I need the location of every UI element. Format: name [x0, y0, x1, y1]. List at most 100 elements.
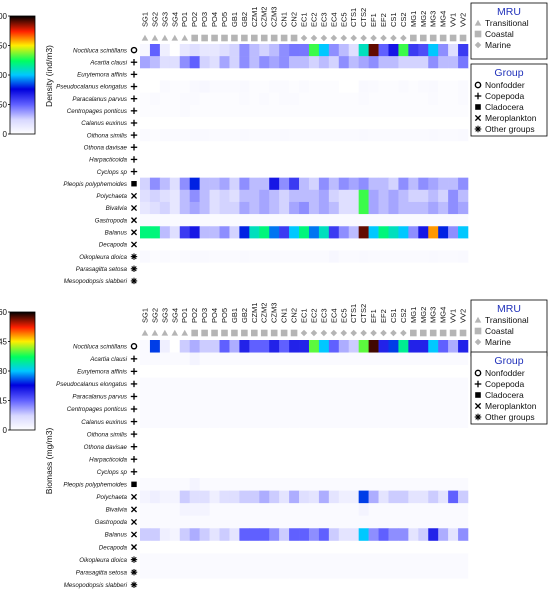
- heatmap-cell: [438, 189, 449, 203]
- group-marker: [130, 83, 138, 90]
- heatmap-cell: [448, 116, 459, 130]
- heatmap-cell: [438, 201, 449, 215]
- heatmap-cell: [279, 515, 290, 529]
- heatmap-cell: [249, 515, 260, 529]
- heatmap-cell: [169, 402, 181, 416]
- heatmap-cell: [279, 452, 290, 466]
- heatmap-cell: [328, 352, 340, 366]
- group-marker: [130, 506, 138, 513]
- heatmap-cell: [259, 44, 270, 57]
- heatmap-cell: [408, 427, 419, 441]
- group-legend-marker: [474, 402, 482, 410]
- heatmap-cell: [229, 189, 240, 203]
- heatmap-cell: [249, 153, 260, 166]
- heatmap-cell: [308, 226, 320, 239]
- heatmap-cell: [418, 201, 429, 215]
- heatmap-cell: [219, 553, 230, 567]
- heatmap-cell: [279, 490, 290, 504]
- heatmap-cell: [199, 465, 210, 479]
- heatmap-cell: [338, 528, 350, 542]
- heatmap-cell: [438, 250, 449, 263]
- heatmap-cell: [428, 80, 439, 93]
- heatmap-cell: [299, 503, 310, 516]
- group-legend-marker: [474, 92, 482, 100]
- heatmap-cell: [169, 377, 181, 391]
- heatmap-cell: [418, 340, 429, 353]
- heatmap-cell: [368, 415, 379, 429]
- heatmap-cell: [438, 515, 449, 529]
- heatmap-cell: [149, 503, 161, 516]
- heatmap-cell: [408, 377, 419, 391]
- heatmap-cell: [358, 340, 369, 353]
- heatmap-cell: [348, 503, 359, 516]
- heatmap-cell: [279, 116, 290, 130]
- heatmap-cell: [338, 440, 350, 454]
- heatmap-cell: [149, 56, 161, 69]
- site-label: PO5: [220, 12, 229, 27]
- heatmap-cell: [388, 427, 399, 441]
- heatmap-cell: [239, 104, 250, 118]
- heatmap-cell: [209, 141, 220, 154]
- heatmap-cell: [219, 68, 230, 81]
- heatmap-cell: [368, 365, 379, 378]
- heatmap-cell: [269, 503, 280, 516]
- heatmap-cell: [318, 274, 330, 288]
- mru-marker: [400, 329, 407, 337]
- heatmap-cell: [209, 80, 220, 93]
- species-label: Oikopleura dioica: [79, 557, 127, 564]
- heatmap-cell: [239, 503, 250, 516]
- group-marker: [130, 518, 138, 525]
- heatmap-cell: [140, 427, 151, 441]
- heatmap-cell: [398, 153, 409, 166]
- heatmap-cell: [388, 262, 399, 276]
- heatmap-cell: [269, 377, 280, 391]
- heatmap-cell: [239, 44, 250, 57]
- mru-legend-title: MRU: [497, 6, 521, 18]
- heatmap-cell: [398, 427, 409, 441]
- heatmap-cell: [179, 465, 190, 479]
- heatmap-cell: [438, 116, 449, 130]
- group-legend-label: Meroplankton: [485, 401, 537, 411]
- heatmap-cell: [189, 440, 200, 454]
- heatmap-cell: [169, 238, 181, 251]
- heatmap-cell: [388, 528, 399, 542]
- heatmap-cell: [408, 352, 419, 366]
- heatmap-cell: [279, 250, 290, 263]
- heatmap-cell: [318, 528, 330, 542]
- heatmap-cell: [279, 226, 290, 239]
- heatmap-cell: [448, 578, 459, 592]
- heatmap-cell: [428, 540, 439, 554]
- heatmap-cell: [140, 490, 151, 504]
- heatmap-cell: [159, 365, 171, 378]
- heatmap-cell: [259, 153, 270, 166]
- species-label: Parasagitta setosa: [76, 569, 128, 576]
- heatmap-cell: [418, 390, 429, 404]
- mru-legend-marker: [474, 19, 482, 26]
- heatmap-cell: [438, 68, 449, 81]
- heatmap-cell: [428, 250, 439, 263]
- heatmap-cell: [259, 165, 270, 178]
- heatmap-cell: [189, 427, 200, 441]
- heatmap-cell: [328, 80, 340, 93]
- site-label: CN2: [290, 12, 299, 27]
- site-label: PO2: [190, 12, 199, 27]
- mru-marker: [449, 329, 457, 337]
- heatmap-cell: [368, 214, 379, 227]
- heatmap-cell: [159, 478, 171, 491]
- heatmap-cell: [308, 390, 320, 404]
- heatmap-cell: [199, 427, 210, 441]
- heatmap-cell: [249, 165, 260, 178]
- heatmap-cell: [199, 478, 210, 491]
- site-label: GB2: [240, 308, 249, 323]
- site-label: VV2: [459, 13, 468, 27]
- heatmap-cell: [169, 578, 181, 592]
- heatmap-cell: [308, 165, 320, 178]
- heatmap-cell: [199, 129, 210, 142]
- heatmap-cell: [348, 540, 359, 554]
- heatmap-cell: [438, 427, 449, 441]
- heatmap-cell: [318, 415, 330, 429]
- heatmap-cell: [398, 68, 409, 81]
- group-marker: [130, 556, 138, 563]
- species-label: Polychaeta: [96, 193, 127, 200]
- heatmap-cell: [239, 465, 250, 479]
